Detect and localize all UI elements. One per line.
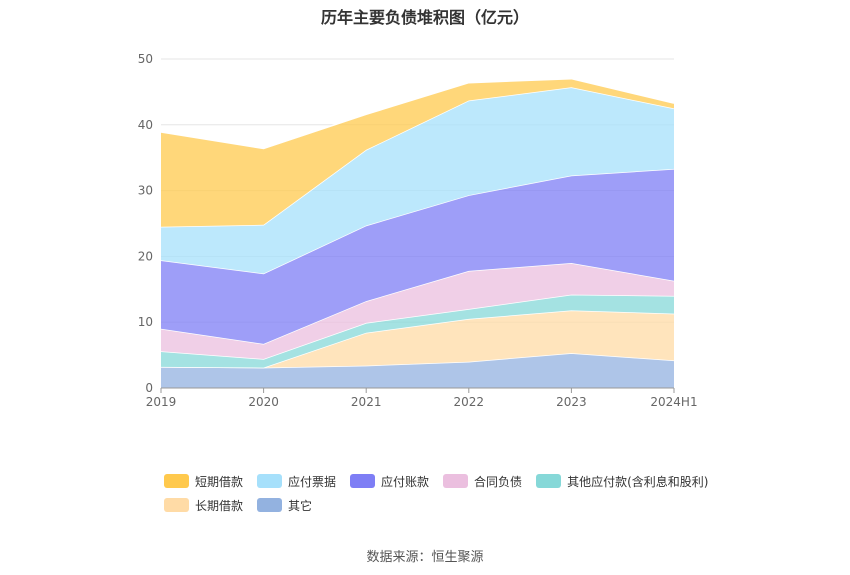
y-tick-label: 50 xyxy=(138,52,153,66)
area-series-edge-2 xyxy=(160,293,675,360)
legend-label: 长期借款 xyxy=(195,498,244,513)
legend-item[interactable]: 应付账款 xyxy=(350,472,429,490)
x-tick-label: 2019 xyxy=(146,395,177,409)
legend-item[interactable]: 其他应付款(含利息和股利) xyxy=(536,472,708,490)
area-series-3 xyxy=(161,263,674,359)
y-tick-label: 30 xyxy=(138,184,153,198)
y-tick-label: 0 xyxy=(145,381,153,395)
area-series-edge-6 xyxy=(160,77,675,150)
legend-item[interactable]: 短期借款 xyxy=(164,472,243,490)
y-tick-label: 40 xyxy=(138,118,153,132)
area-series-layer xyxy=(160,77,675,388)
legend-label: 其它 xyxy=(288,498,313,513)
y-tick-label: 20 xyxy=(138,249,153,263)
legend-swatch xyxy=(350,474,376,488)
legend-item[interactable]: 合同负债 xyxy=(443,472,522,490)
area-series-5 xyxy=(161,87,674,274)
legend-label: 短期借款 xyxy=(195,474,244,489)
chart-title: 历年主要负债堆积图（亿元） xyxy=(320,8,529,27)
area-series-1 xyxy=(161,310,674,368)
legend-label: 应付账款 xyxy=(381,474,430,489)
x-tick-label: 2022 xyxy=(454,395,485,409)
legend-swatch xyxy=(257,474,283,488)
legend-swatch xyxy=(443,474,469,488)
legend-swatch xyxy=(257,498,283,512)
x-tick-label: 2023 xyxy=(556,395,587,409)
data-source: 数据来源：恒生聚源 xyxy=(366,550,484,565)
legend-label: 其他应付款(含利息和股利) xyxy=(567,474,709,489)
area-series-2 xyxy=(161,294,674,368)
y-tick-label: 10 xyxy=(138,315,153,329)
area-series-4 xyxy=(161,168,674,344)
legend: 短期借款 应付票据 应付账款 合同负债 其他应付款(含利息和股利) 长期借款 其它 xyxy=(164,472,724,520)
axes: 0 10 20 30 40 50 2019 2020 2021 2022 2023 2024H1 xyxy=(138,52,698,409)
x-tick-label: 2024H1 xyxy=(650,395,697,409)
legend-label: 应付票据 xyxy=(288,474,337,489)
legend-swatch xyxy=(164,498,189,512)
legend-swatch xyxy=(164,474,189,488)
x-tick-label: 2021 xyxy=(351,395,382,409)
legend-item[interactable]: 应付票据 xyxy=(257,472,336,490)
area-series-6 xyxy=(161,78,674,227)
legend-item[interactable]: 长期借款 xyxy=(164,496,243,514)
legend-swatch xyxy=(536,474,562,488)
legend-item[interactable]: 其它 xyxy=(257,496,312,514)
legend-label: 合同负债 xyxy=(474,474,523,489)
x-tick-label: 2020 xyxy=(248,395,279,409)
area-series-0 xyxy=(161,353,674,388)
stacked-area-chart: 0 10 20 30 40 50 2019 2020 2021 2022 2023 2024H1 xyxy=(138,52,698,409)
